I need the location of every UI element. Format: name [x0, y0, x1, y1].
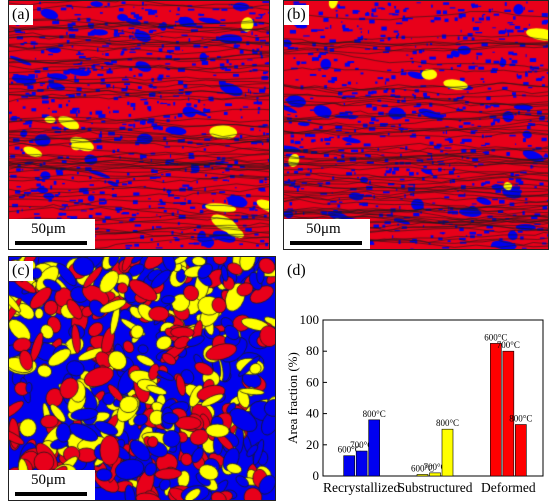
y-tick-label: 80 — [306, 343, 319, 358]
bar — [343, 455, 355, 477]
y-tick-label: 40 — [306, 406, 319, 421]
bar-label: 600°C — [338, 445, 361, 455]
ebsd-map-a: (a) 50μm — [8, 0, 270, 250]
scale-bar-b — [290, 241, 362, 245]
x-category-label: Recrystallized — [323, 480, 400, 495]
y-tick-label: 0 — [313, 468, 320, 483]
bar-label: 600°C — [484, 332, 507, 342]
y-tick-label: 60 — [306, 374, 319, 389]
bar — [490, 343, 502, 477]
bar — [429, 472, 441, 477]
bar-label: 700°C — [350, 440, 373, 450]
x-category-label: Deformed — [481, 480, 536, 495]
bar-label: 700°C — [497, 340, 520, 350]
bar — [416, 474, 429, 477]
ebsd-map-c: (c) 50μm — [8, 256, 276, 501]
panel-label-b: (b) — [284, 5, 309, 25]
bar-label: 800°C — [509, 414, 532, 424]
bar-label: 700°C — [423, 462, 446, 472]
bar-label: 800°C — [363, 409, 386, 419]
y-tick-label: 20 — [306, 437, 319, 452]
bar — [355, 450, 368, 477]
panel-label-a: (a) — [9, 5, 33, 25]
panel-label-c: (c) — [9, 261, 33, 281]
panel-label-d: (d) — [287, 262, 306, 279]
y-axis-label: Area fraction (%) — [285, 352, 300, 444]
scale-bar-c — [15, 492, 87, 496]
scale-bar-a — [15, 241, 87, 245]
y-tick-label: 100 — [300, 312, 320, 327]
grain-map-b — [284, 1, 548, 249]
scale-label-b: 50μm — [306, 221, 341, 237]
ebsd-map-b: (b) 50μm — [283, 0, 549, 250]
bar — [502, 350, 515, 477]
scale-label-a: 50μm — [31, 221, 66, 237]
bar — [515, 424, 527, 477]
x-category-label: Substructured — [398, 480, 473, 495]
bar-label: 600°C — [411, 463, 434, 473]
bar-label: 800°C — [436, 418, 459, 428]
grain-map-c — [9, 257, 275, 500]
bar — [368, 419, 380, 477]
grain-map-a — [9, 1, 269, 249]
scale-label-c: 50μm — [31, 472, 66, 488]
bar — [441, 428, 454, 477]
